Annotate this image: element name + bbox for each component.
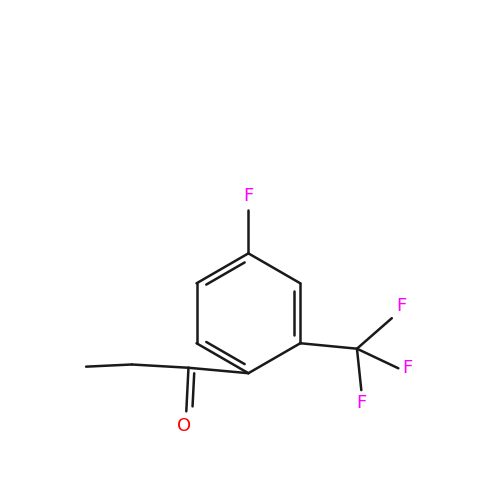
Text: F: F bbox=[396, 297, 407, 315]
Text: F: F bbox=[244, 187, 254, 205]
Text: F: F bbox=[403, 359, 413, 377]
Text: O: O bbox=[177, 417, 191, 435]
Text: F: F bbox=[356, 394, 366, 412]
